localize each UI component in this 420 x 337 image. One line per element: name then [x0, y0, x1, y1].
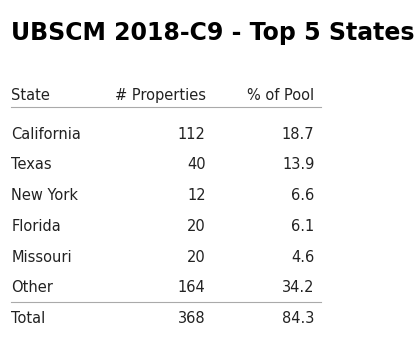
Text: 20: 20 — [187, 250, 206, 265]
Text: Florida: Florida — [11, 219, 61, 234]
Text: 368: 368 — [178, 310, 206, 326]
Text: 164: 164 — [178, 280, 206, 296]
Text: New York: New York — [11, 188, 78, 203]
Text: California: California — [11, 127, 81, 142]
Text: Total: Total — [11, 310, 45, 326]
Text: Missouri: Missouri — [11, 250, 72, 265]
Text: Texas: Texas — [11, 157, 52, 173]
Text: 112: 112 — [178, 127, 206, 142]
Text: State: State — [11, 88, 50, 103]
Text: 13.9: 13.9 — [282, 157, 315, 173]
Text: 18.7: 18.7 — [282, 127, 315, 142]
Text: 40: 40 — [187, 157, 206, 173]
Text: 12: 12 — [187, 188, 206, 203]
Text: 20: 20 — [187, 219, 206, 234]
Text: # Properties: # Properties — [115, 88, 206, 103]
Text: 34.2: 34.2 — [282, 280, 315, 296]
Text: UBSCM 2018-C9 - Top 5 States: UBSCM 2018-C9 - Top 5 States — [11, 22, 415, 45]
Text: 84.3: 84.3 — [282, 310, 315, 326]
Text: 6.1: 6.1 — [291, 219, 315, 234]
Text: 4.6: 4.6 — [291, 250, 315, 265]
Text: 6.6: 6.6 — [291, 188, 315, 203]
Text: Other: Other — [11, 280, 53, 296]
Text: % of Pool: % of Pool — [247, 88, 315, 103]
